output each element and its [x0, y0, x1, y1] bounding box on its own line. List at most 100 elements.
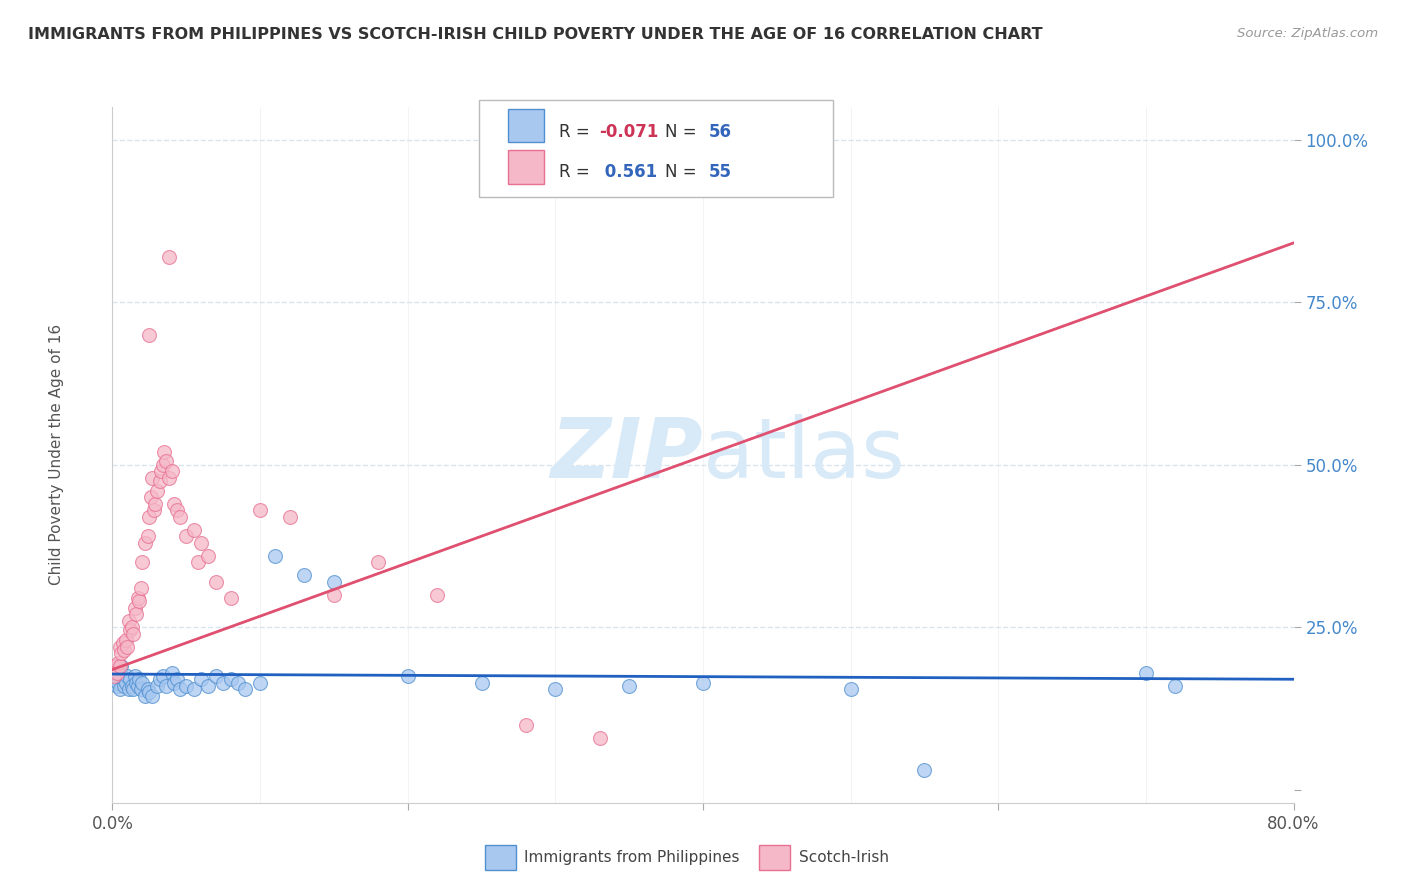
Bar: [508, 151, 544, 184]
Text: ZIP: ZIP: [550, 415, 703, 495]
Point: [103, 669, 125, 683]
Point: [143, 497, 166, 511]
Text: N =: N =: [665, 163, 702, 181]
Point: [114, 675, 136, 690]
Text: 56: 56: [709, 123, 733, 141]
Point: [118, 614, 141, 628]
Point: [174, 679, 197, 693]
Point: [367, 555, 389, 569]
Bar: [508, 109, 544, 142]
Point: [226, 675, 249, 690]
Text: Source: ZipAtlas.com: Source: ZipAtlas.com: [1237, 27, 1378, 40]
Point: [129, 581, 152, 595]
Point: [278, 509, 301, 524]
Point: [139, 490, 162, 504]
Text: IMMIGRANTS FROM PHILIPPINES VS SCOTCH-IRISH CHILD POVERTY UNDER THE AGE OF 16 CO: IMMIGRANTS FROM PHILIPPINES VS SCOTCH-IR…: [28, 27, 1043, 42]
Point: [120, 672, 142, 686]
Point: [183, 523, 205, 537]
Point: [117, 640, 138, 654]
Point: [914, 764, 936, 778]
Point: [249, 675, 271, 690]
Text: Scotch-Irish: Scotch-Irish: [799, 850, 889, 864]
Point: [129, 681, 152, 696]
Point: [152, 669, 174, 683]
Text: Immigrants from Philippines: Immigrants from Philippines: [524, 850, 740, 864]
Point: [110, 646, 132, 660]
Point: [160, 464, 183, 478]
Point: [112, 643, 135, 657]
Point: [136, 529, 159, 543]
Point: [146, 483, 169, 498]
Point: [134, 689, 156, 703]
Point: [110, 659, 132, 673]
Point: [166, 672, 188, 686]
Point: [128, 594, 150, 608]
Point: [121, 620, 143, 634]
Point: [105, 672, 128, 686]
Point: [122, 681, 145, 696]
Point: [108, 640, 131, 654]
Point: [292, 568, 315, 582]
Point: [107, 656, 129, 670]
Point: [205, 574, 228, 589]
Point: [128, 672, 150, 686]
Point: [323, 574, 346, 589]
Point: [515, 718, 537, 732]
Point: [138, 327, 160, 342]
Text: -0.071: -0.071: [599, 123, 658, 141]
Point: [169, 681, 191, 696]
Point: [619, 679, 641, 693]
Text: atlas: atlas: [703, 415, 904, 495]
Point: [108, 681, 131, 696]
Point: [125, 607, 148, 622]
Y-axis label: Child Poverty Under the Age of 16: Child Poverty Under the Age of 16: [49, 325, 63, 585]
Text: 55: 55: [709, 163, 733, 181]
Point: [588, 731, 610, 745]
Point: [157, 471, 180, 485]
Point: [197, 549, 219, 563]
Point: [131, 675, 153, 690]
Point: [141, 689, 163, 703]
Point: [134, 535, 156, 549]
FancyBboxPatch shape: [478, 100, 832, 197]
Point: [114, 633, 136, 648]
Point: [138, 509, 160, 524]
Point: [108, 665, 131, 680]
Point: [111, 636, 134, 650]
Point: [219, 672, 242, 686]
Text: 0.561: 0.561: [599, 163, 657, 181]
Point: [105, 679, 128, 693]
Point: [249, 503, 271, 517]
Text: R =: R =: [560, 123, 595, 141]
Point: [1135, 665, 1157, 680]
Point: [169, 509, 191, 524]
Point: [153, 444, 176, 458]
Point: [149, 474, 172, 488]
Point: [149, 672, 172, 686]
Point: [121, 679, 143, 693]
Point: [146, 679, 169, 693]
Point: [124, 669, 146, 683]
Point: [111, 672, 134, 686]
Point: [152, 458, 174, 472]
Text: R =: R =: [560, 163, 595, 181]
Point: [1164, 679, 1187, 693]
Point: [264, 549, 287, 563]
Point: [163, 497, 186, 511]
Point: [118, 681, 141, 696]
Text: N =: N =: [665, 123, 702, 141]
Point: [174, 529, 197, 543]
Point: [108, 659, 131, 673]
Point: [157, 250, 180, 264]
Point: [124, 600, 146, 615]
Point: [131, 555, 153, 569]
Point: [163, 675, 186, 690]
Point: [104, 659, 127, 673]
Point: [692, 675, 714, 690]
Point: [190, 672, 212, 686]
Point: [205, 669, 228, 683]
Point: [107, 675, 129, 690]
Point: [323, 588, 346, 602]
Point: [117, 669, 138, 683]
Point: [127, 679, 149, 693]
